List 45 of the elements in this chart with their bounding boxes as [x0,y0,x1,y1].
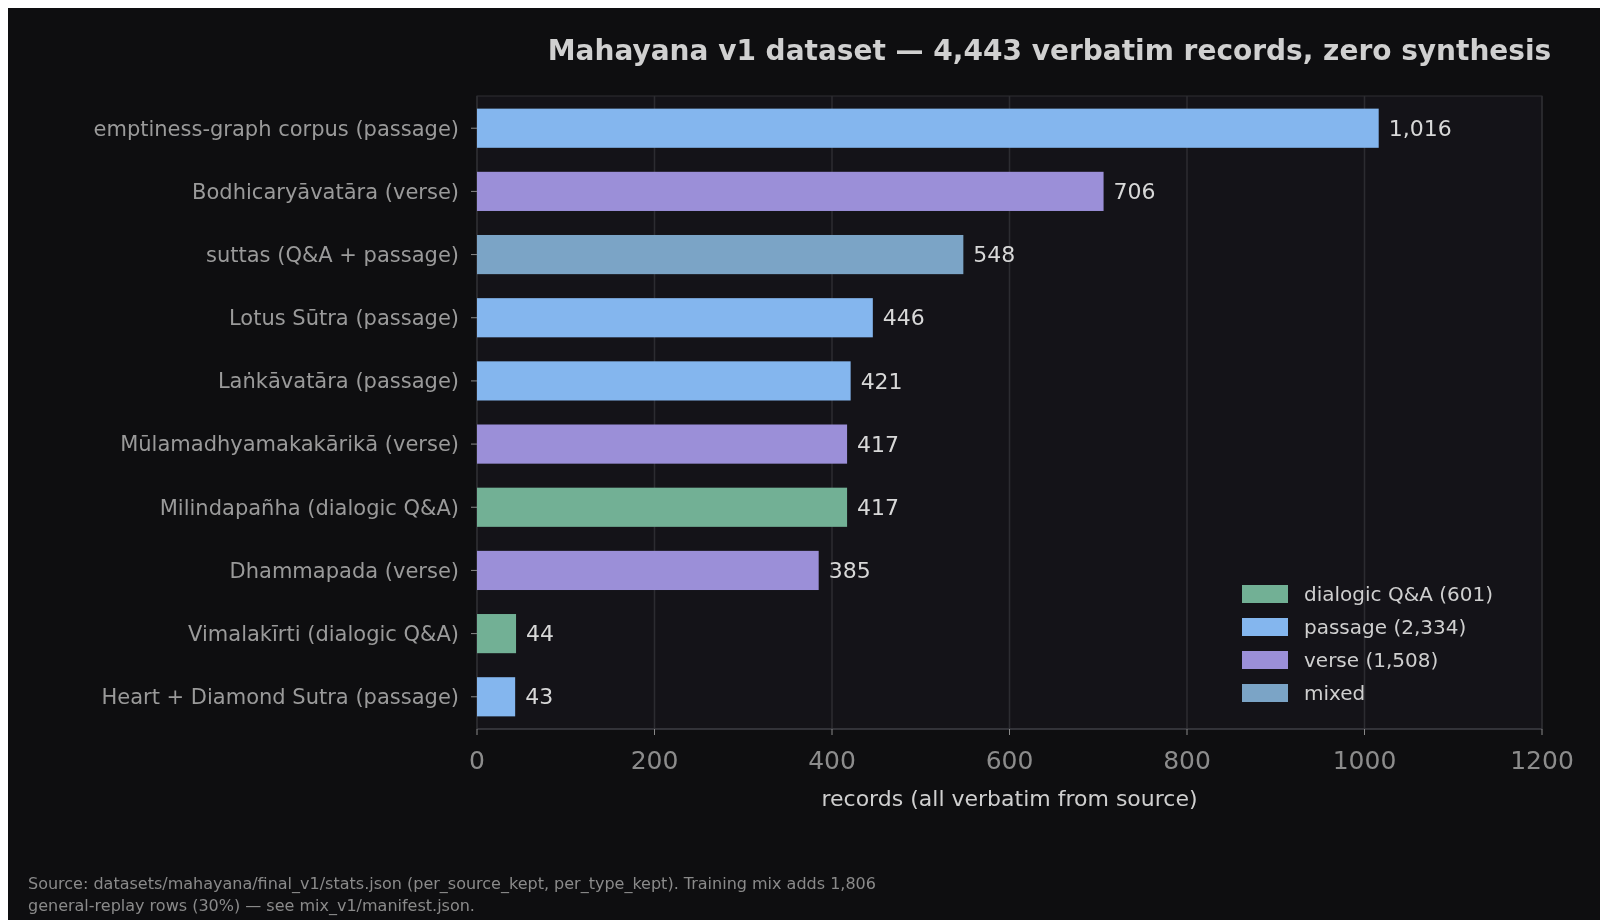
x-tick-label: 1000 [1332,746,1397,775]
data-label: 1,016 [1388,115,1452,141]
source-note: Source: datasets/mahayana/final_v1/stats.json (per_source_kept, per_type_kept). Training mix adds 1,806 [28,874,876,894]
y-tick-label: Milindapañha (dialogic Q&A) [159,495,459,520]
bar [477,487,848,527]
x-tick-label: 400 [808,746,856,775]
legend-label: verse (1,508) [1304,648,1439,672]
data-label: 446 [882,305,925,331]
legend-label: mixed [1304,681,1366,705]
y-tick-label: emptiness-graph corpus (passage) [93,116,459,141]
data-label: 44 [526,621,555,647]
data-label: 417 [857,431,900,457]
legend-label: passage (2,334) [1304,615,1467,639]
y-tick-label: Vimalakīrti (dialogic Q&A) [188,621,459,646]
bar [477,424,848,464]
x-tick-label: 200 [630,746,679,775]
data-label: 706 [1113,179,1156,205]
bar [477,298,873,338]
bar [477,108,1379,148]
x-tick-label: 800 [1163,746,1211,775]
bar [477,171,1104,211]
y-tick-label: Heart + Diamond Sutra (passage) [101,685,459,710]
bar [477,234,964,275]
bar [477,614,517,654]
y-tick-label: Dhammapada (verse) [229,558,459,583]
text: general-replay rows (30%) — see mix_v1/manifest.json. [28,896,475,916]
y-tick-label: Laṅkāvatāra (passage) [217,369,459,394]
x-tick-label: 600 [985,746,1034,775]
y-tick-label: Bodhicaryāvatāra (verse) [192,179,459,204]
bar [477,550,819,591]
bar [477,361,851,401]
data-label: 385 [828,558,871,584]
x-tick-label: 1200 [1510,746,1574,775]
data-label: 548 [973,242,1016,268]
y-tick-label: Lotus Sūtra (passage) [229,306,459,331]
x-tick-label: 0 [469,746,485,775]
data-label: 43 [525,684,554,710]
y-tick-label: Mūlamadhyamakakārikā (verse) [120,432,459,457]
data-label: 421 [860,368,903,394]
chart-title: Mahayana v1 dataset — 4,443 verbatim records, zero synthesis [547,34,1552,67]
data-label: 417 [857,494,900,520]
y-tick-label: suttas (Q&A + passage) [205,242,459,267]
bar [477,677,516,717]
legend-label: dialogic Q&A (601) [1304,582,1494,606]
x-axis-title: records (all verbatim from source) [821,786,1198,811]
